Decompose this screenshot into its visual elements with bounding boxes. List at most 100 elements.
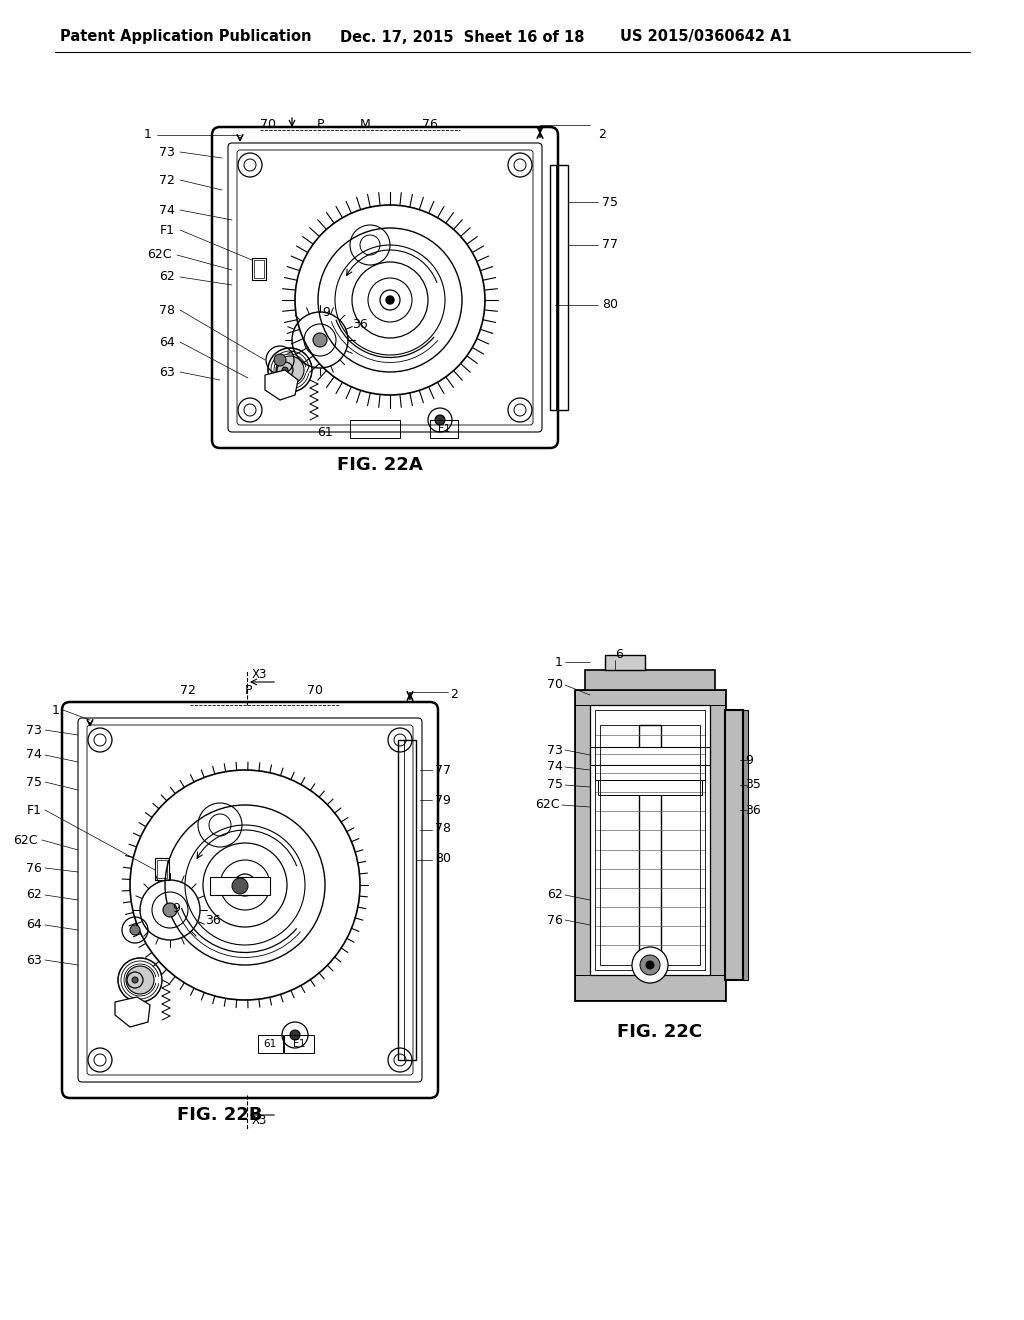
Text: 62: 62 bbox=[547, 888, 563, 902]
Circle shape bbox=[126, 966, 154, 994]
Polygon shape bbox=[265, 370, 298, 400]
Text: 36: 36 bbox=[205, 913, 221, 927]
Text: 77: 77 bbox=[602, 239, 618, 252]
Text: 70: 70 bbox=[307, 684, 323, 697]
Circle shape bbox=[632, 946, 668, 983]
Bar bbox=[575, 690, 725, 705]
Text: 72: 72 bbox=[180, 684, 196, 697]
Bar bbox=[252, 257, 266, 280]
Text: 2: 2 bbox=[450, 689, 458, 701]
Text: 63: 63 bbox=[160, 366, 175, 379]
Text: 9: 9 bbox=[172, 902, 180, 915]
Text: 62C: 62C bbox=[147, 248, 172, 261]
Circle shape bbox=[276, 356, 304, 384]
Bar bbox=[743, 710, 748, 979]
Text: 78: 78 bbox=[159, 304, 175, 317]
Bar bbox=[210, 876, 270, 895]
Text: E1: E1 bbox=[293, 1039, 305, 1049]
Circle shape bbox=[132, 977, 138, 983]
Text: FIG. 22B: FIG. 22B bbox=[177, 1106, 263, 1125]
Text: 1: 1 bbox=[144, 128, 152, 141]
Text: 2: 2 bbox=[598, 128, 606, 141]
Text: 61: 61 bbox=[263, 1039, 276, 1049]
Text: 36: 36 bbox=[352, 318, 368, 331]
Text: US 2015/0360642 A1: US 2015/0360642 A1 bbox=[620, 29, 792, 45]
Bar bbox=[590, 747, 710, 766]
Bar bbox=[600, 725, 700, 965]
Text: P: P bbox=[245, 684, 252, 697]
Bar bbox=[350, 420, 400, 438]
Text: 76: 76 bbox=[547, 913, 563, 927]
Text: 75: 75 bbox=[602, 195, 618, 209]
Bar bbox=[639, 725, 662, 975]
Text: 62: 62 bbox=[27, 888, 42, 902]
Polygon shape bbox=[115, 997, 150, 1027]
Text: 62C: 62C bbox=[13, 833, 38, 846]
Bar bbox=[430, 420, 458, 438]
Text: 73: 73 bbox=[27, 723, 42, 737]
Text: 73: 73 bbox=[159, 145, 175, 158]
Text: 77: 77 bbox=[435, 763, 451, 776]
Bar bbox=[575, 690, 725, 1001]
Bar bbox=[575, 975, 725, 1001]
Text: 36: 36 bbox=[745, 804, 761, 817]
Text: 61: 61 bbox=[317, 426, 333, 440]
Bar bbox=[254, 260, 264, 279]
FancyBboxPatch shape bbox=[212, 127, 558, 447]
Text: 62: 62 bbox=[160, 271, 175, 284]
Text: 70: 70 bbox=[547, 678, 563, 692]
Text: E1: E1 bbox=[438, 424, 451, 434]
Text: 9: 9 bbox=[323, 305, 330, 318]
Text: 6: 6 bbox=[615, 648, 623, 661]
Bar bbox=[398, 741, 416, 1060]
Circle shape bbox=[640, 954, 660, 975]
Bar bbox=[550, 165, 568, 411]
Text: F1: F1 bbox=[160, 223, 175, 236]
Bar bbox=[590, 705, 710, 975]
Text: P: P bbox=[316, 119, 324, 132]
Circle shape bbox=[313, 333, 327, 347]
Text: FIG. 22A: FIG. 22A bbox=[337, 455, 423, 474]
Bar bbox=[595, 710, 705, 970]
Text: 35: 35 bbox=[745, 779, 761, 792]
Bar bbox=[575, 690, 590, 1001]
Circle shape bbox=[282, 367, 288, 374]
Bar bbox=[157, 861, 167, 878]
Text: 62C: 62C bbox=[536, 799, 560, 812]
Text: 63: 63 bbox=[27, 953, 42, 966]
Text: 64: 64 bbox=[160, 335, 175, 348]
Text: 1: 1 bbox=[555, 656, 563, 668]
Text: 79: 79 bbox=[435, 793, 451, 807]
Text: 9: 9 bbox=[745, 754, 753, 767]
Text: 78: 78 bbox=[435, 821, 451, 834]
Text: 70: 70 bbox=[260, 119, 276, 132]
Text: 75: 75 bbox=[547, 779, 563, 792]
Text: 74: 74 bbox=[159, 203, 175, 216]
Bar bbox=[155, 858, 169, 880]
Circle shape bbox=[274, 354, 286, 366]
Bar bbox=[585, 671, 715, 690]
Text: 74: 74 bbox=[547, 760, 563, 774]
Circle shape bbox=[386, 296, 394, 304]
Bar bbox=[598, 780, 702, 795]
Text: 1: 1 bbox=[52, 704, 60, 717]
Text: 76: 76 bbox=[27, 862, 42, 874]
Circle shape bbox=[290, 1030, 300, 1040]
Bar bbox=[710, 690, 725, 1001]
Text: M: M bbox=[359, 119, 371, 132]
FancyBboxPatch shape bbox=[62, 702, 438, 1098]
Circle shape bbox=[232, 878, 248, 894]
Text: 80: 80 bbox=[435, 851, 451, 865]
Bar bbox=[284, 1035, 314, 1053]
Circle shape bbox=[241, 880, 249, 888]
Text: X3: X3 bbox=[252, 668, 267, 681]
Circle shape bbox=[163, 903, 177, 917]
Text: 72: 72 bbox=[159, 173, 175, 186]
Text: 75: 75 bbox=[26, 776, 42, 788]
Text: F1: F1 bbox=[27, 804, 42, 817]
Text: 73: 73 bbox=[547, 743, 563, 756]
Bar bbox=[725, 710, 743, 979]
Circle shape bbox=[435, 414, 445, 425]
Text: 64: 64 bbox=[27, 919, 42, 932]
Circle shape bbox=[646, 961, 654, 969]
